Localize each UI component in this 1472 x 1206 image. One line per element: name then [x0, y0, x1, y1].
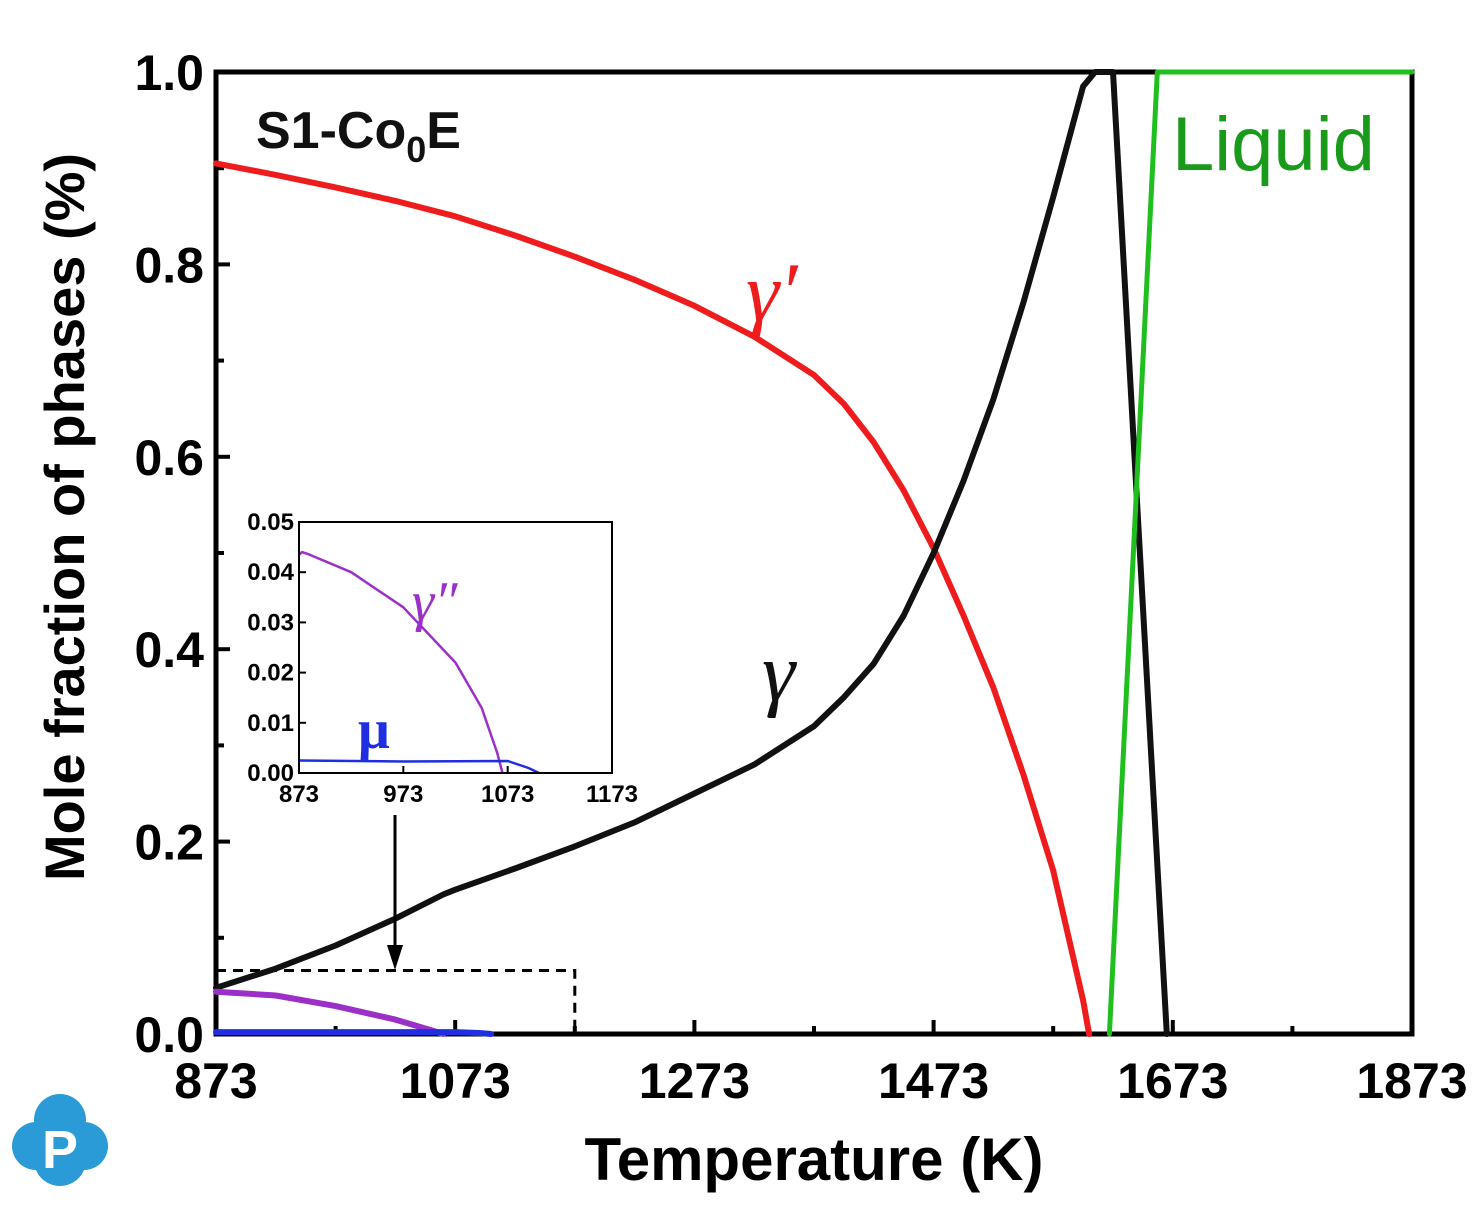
gamma-label: γ	[762, 626, 797, 719]
liquid-label: Liquid	[1172, 102, 1375, 187]
inset-line-series-0	[298, 550, 504, 774]
y-tick-label: 0.4	[134, 622, 204, 678]
inset-mu-label: μ	[358, 699, 390, 761]
x-tick-label: 1673	[1117, 1053, 1228, 1109]
y-tick-label: 1.0	[134, 45, 204, 101]
x-tick-label: 1473	[878, 1053, 989, 1109]
inset-background	[299, 522, 612, 773]
x-axis-label: Temperature (K)	[585, 1126, 1044, 1193]
inset-y-tick-label: 0.05	[247, 509, 294, 536]
inset-x-tick-label: 1073	[481, 781, 534, 808]
inset-axis-ticks	[298, 521, 613, 774]
x-tick-label: 873	[174, 1053, 257, 1109]
inset-x-tick-label: 873	[279, 781, 319, 808]
x-tick-label: 1273	[639, 1053, 750, 1109]
inset-y-tick-label: 0.02	[247, 660, 294, 687]
publisher-logo-icon: P	[12, 1094, 108, 1186]
inset-frame	[298, 521, 613, 774]
zoom-arrow-head	[387, 945, 403, 970]
main-line-series-4	[213, 1029, 495, 1037]
inset-y-tick-label: 0.01	[247, 710, 294, 737]
main-line-series-2	[1106, 69, 1415, 1037]
y-tick-label: 0.6	[134, 430, 204, 486]
logo-letter: P	[42, 1120, 78, 1180]
inset-x-tick-label: 1173	[586, 781, 638, 808]
main-line-series-3	[213, 988, 447, 1037]
inset-y-tick-label: 0.00	[247, 760, 294, 787]
inset-x-tick-label: 973	[383, 781, 423, 808]
y-tick-label: 0.8	[134, 237, 204, 293]
main-series-lines	[213, 69, 1415, 1037]
y-tick-label: 0.0	[134, 1007, 204, 1063]
panel-title: S1-Co0E	[256, 102, 461, 170]
zoom-box	[216, 969, 577, 1034]
main-tick-labels: 873 1073 1273 1473 1673 1873 0.0 0.2 0.4 0.6 0.8 1.…	[134, 45, 1467, 1109]
inset-tick-labels: 873 973 1073 1173 0.00 0.01 0.02 0.03 0.04 0.05	[247, 509, 638, 808]
main-line-series-0	[213, 160, 1093, 1037]
inset-series-lines	[298, 550, 540, 775]
main-line-series-1	[213, 69, 1170, 1037]
zoom-box-outline	[216, 969, 577, 1034]
x-tick-label: 1073	[400, 1053, 511, 1109]
inset-y-tick-label: 0.04	[247, 559, 294, 586]
y-axis-label: Mole fraction of phases (%)	[33, 153, 96, 881]
inset-gamma-double-prime-label: γ″	[412, 571, 458, 633]
inset-line-series-1	[298, 759, 540, 775]
x-tick-label: 1873	[1356, 1053, 1467, 1109]
gamma-prime-label: γ′	[746, 246, 799, 339]
y-tick-label: 0.2	[134, 815, 204, 871]
inset-y-tick-label: 0.03	[247, 609, 294, 636]
